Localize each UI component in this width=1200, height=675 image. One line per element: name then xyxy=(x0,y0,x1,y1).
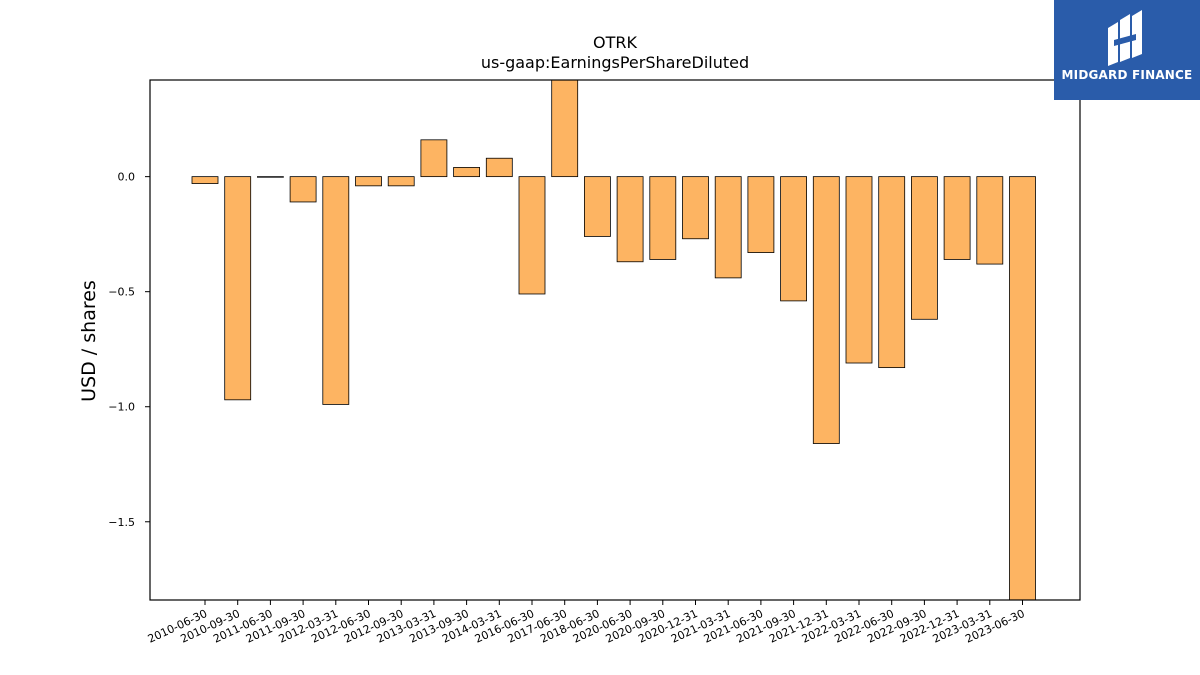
bar-2010-06-30 xyxy=(191,176,219,184)
y-tick-label: 0.0 xyxy=(118,171,136,184)
y-tick-label: −1.5 xyxy=(108,516,135,529)
y-tick-label: −1.0 xyxy=(108,401,135,414)
bar-2013-03-31 xyxy=(420,139,448,178)
bar-2021-12-31 xyxy=(812,176,840,444)
bar-2020-12-31 xyxy=(682,176,709,240)
bar-2020-06-30 xyxy=(616,176,644,263)
x-ticks: 2010-06-302010-09-302011-06-302011-09-30… xyxy=(146,600,1027,646)
bar-2012-09-30 xyxy=(387,176,415,187)
chart-title: OTRK xyxy=(593,33,637,52)
midgard-finance-logo: MIDGARD FINANCE xyxy=(1054,0,1200,100)
bar-2022-09-30 xyxy=(911,176,938,320)
bar-2021-03-31 xyxy=(714,176,742,279)
logo-mark-icon xyxy=(1108,10,1142,66)
y-tick-label: −0.5 xyxy=(108,286,135,299)
bar-2016-06-30 xyxy=(518,176,546,295)
bar-2022-12-31 xyxy=(943,176,971,260)
y-axis-label: USD / shares xyxy=(78,280,100,402)
logo-text: MIDGARD FINANCE xyxy=(1061,68,1193,82)
bar-2011-06-30 xyxy=(256,176,284,178)
y-ticks: 0.0 −0.5 −1.0 −1.5 xyxy=(108,171,150,529)
bar-2022-03-31 xyxy=(845,176,873,364)
plot-frame xyxy=(149,79,1081,601)
bar-2023-06-30 xyxy=(1009,176,1036,601)
bar-2012-03-31 xyxy=(322,176,350,405)
bar-2010-09-30 xyxy=(224,176,252,401)
chart-subtitle: us-gaap:EarningsPerShareDiluted xyxy=(481,53,749,72)
bar-2017-06-30 xyxy=(551,79,579,178)
bars xyxy=(191,79,1036,601)
bar-2022-06-30 xyxy=(878,176,906,369)
bar-2012-06-30 xyxy=(355,176,382,187)
bar-2021-06-30 xyxy=(747,176,775,253)
bar-2020-09-30 xyxy=(649,176,677,260)
bar-2021-09-30 xyxy=(780,176,807,302)
bar-2011-09-30 xyxy=(289,176,317,203)
bar-2013-09-30 xyxy=(453,167,481,178)
bar-2014-03-31 xyxy=(485,157,513,178)
bar-2018-06-30 xyxy=(584,176,611,237)
bar-2023-03-31 xyxy=(976,176,1004,265)
